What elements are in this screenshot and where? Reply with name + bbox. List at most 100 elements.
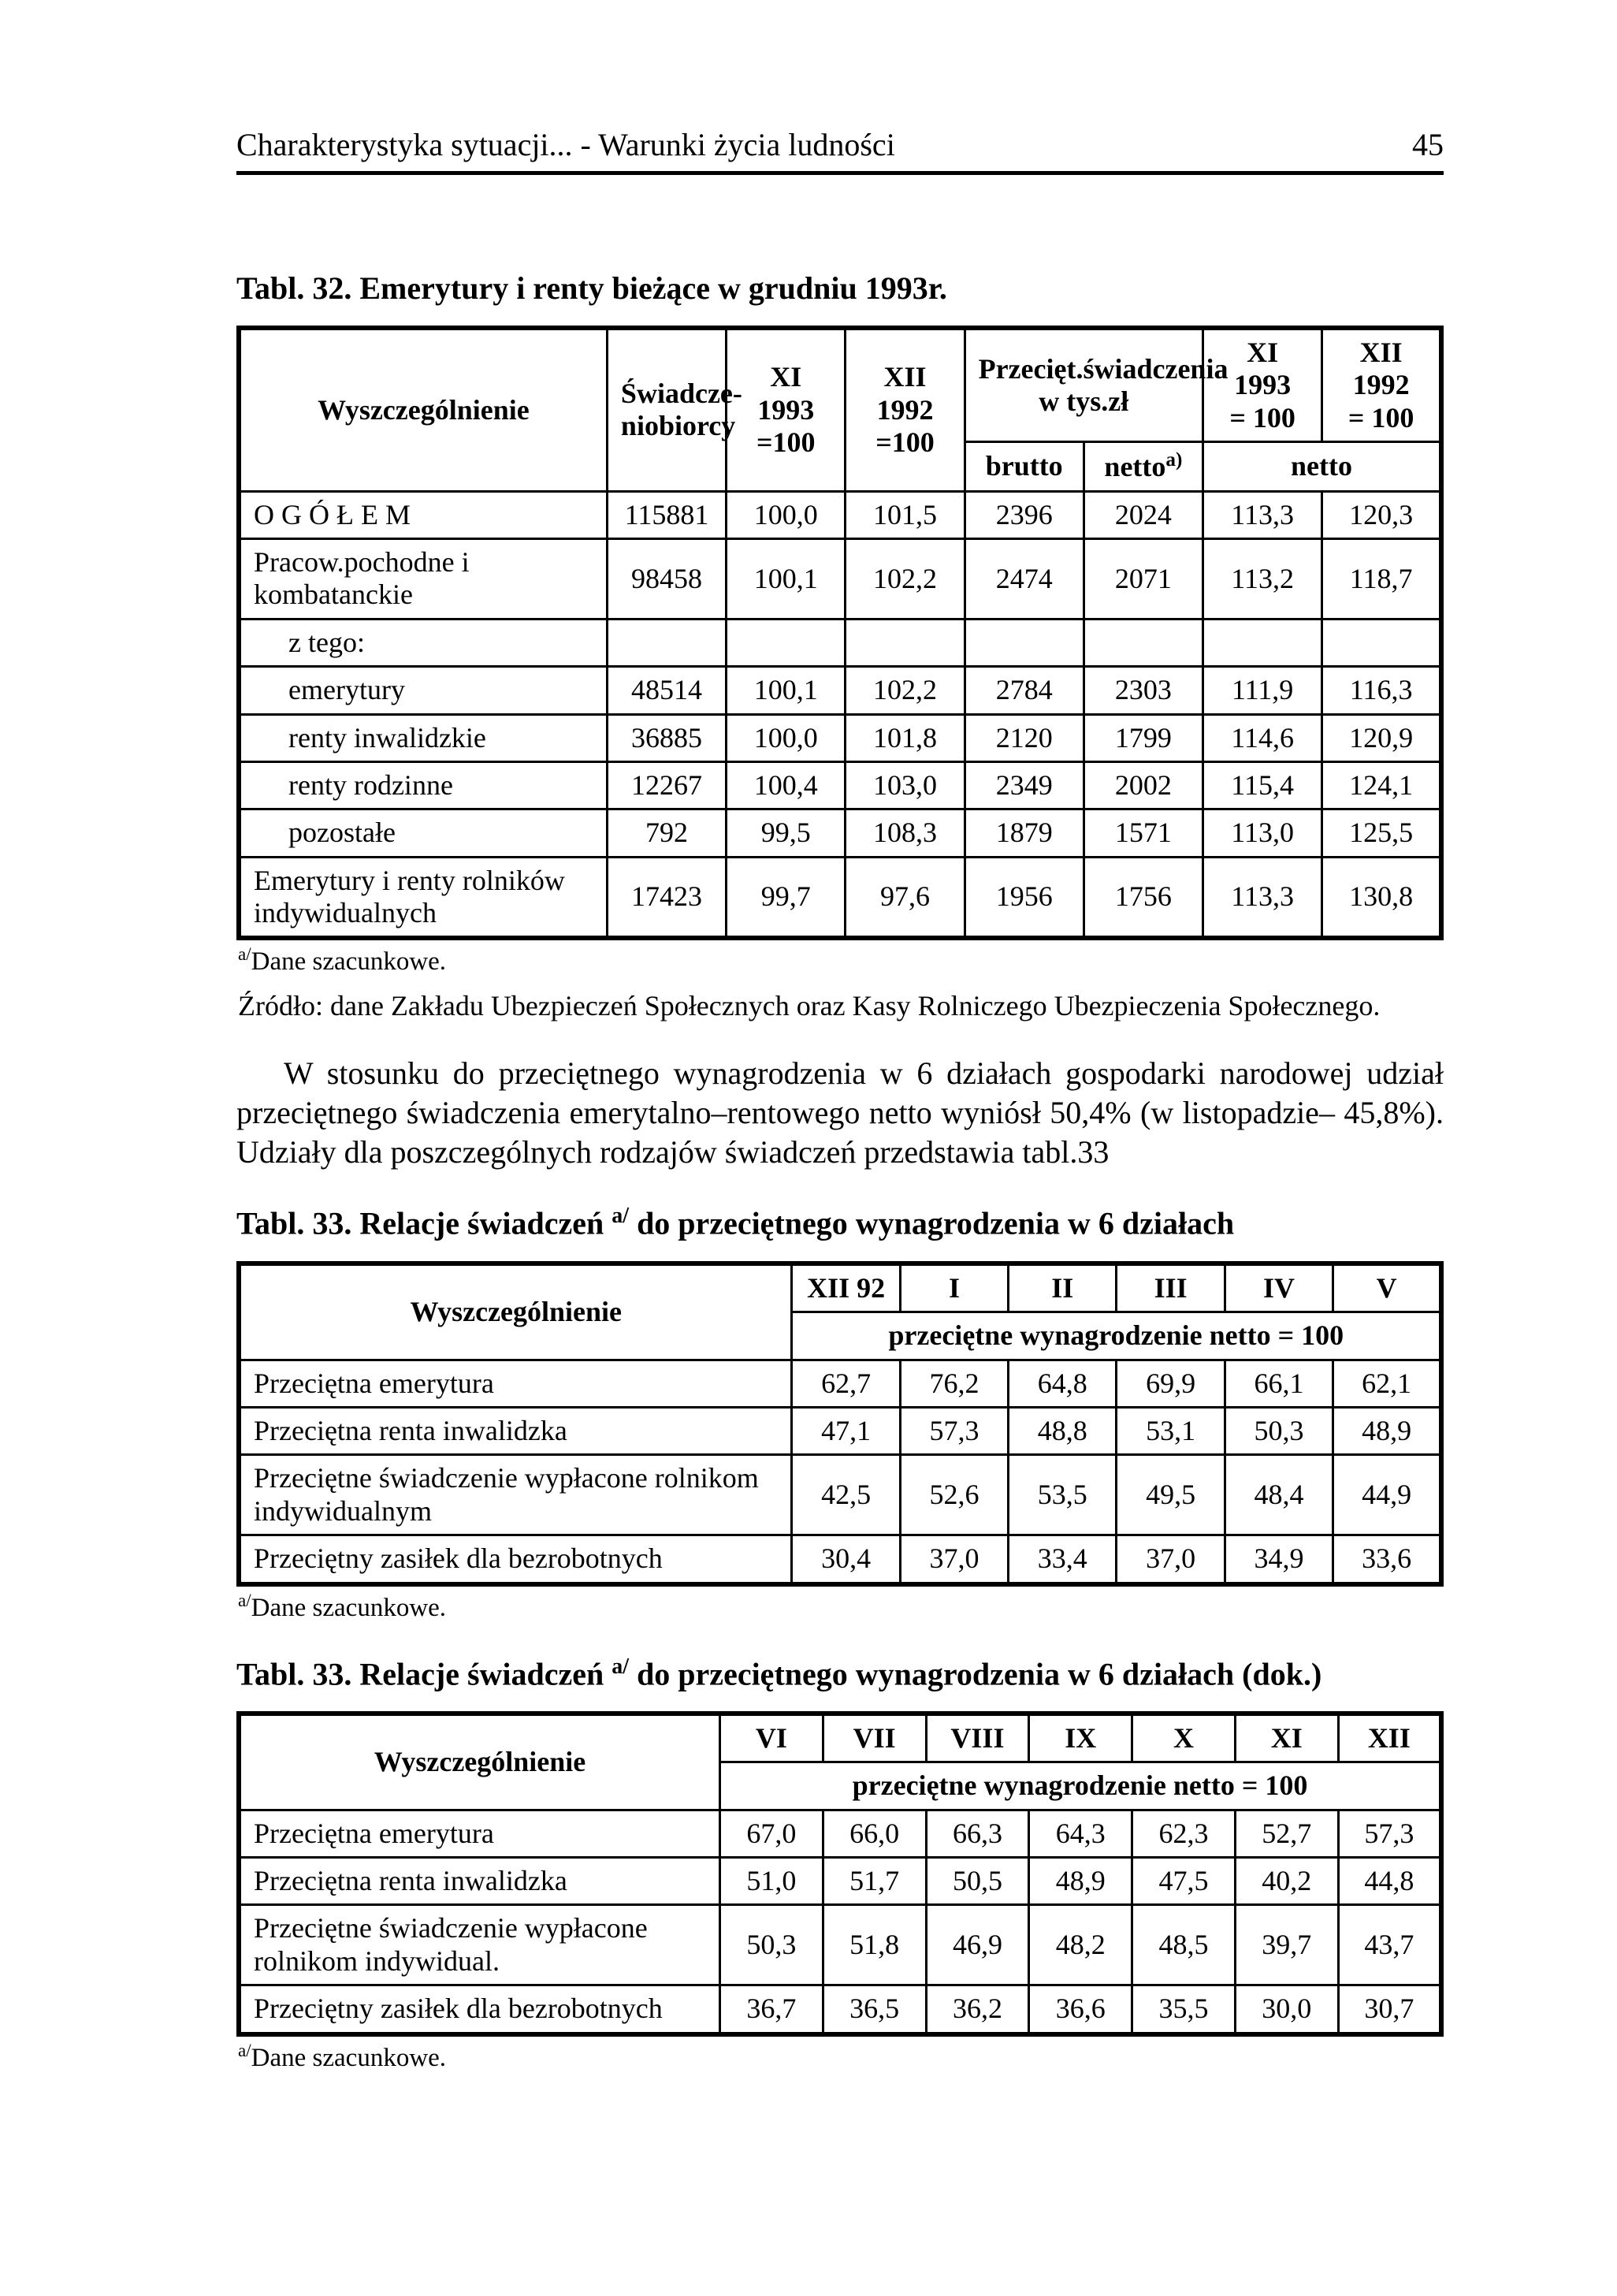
t32-h-xi93: XI 1993 =100 xyxy=(727,328,846,491)
table-row: O G Ó Ł E M115881100,0101,523962024113,3… xyxy=(239,491,1441,538)
cell: 76,2 xyxy=(900,1360,1008,1407)
row-label: Przeciętny zasiłek dla bezrobotnych xyxy=(239,1535,792,1584)
t33a-subhead: przeciętne wynagrodzenie netto = 100 xyxy=(792,1312,1441,1360)
cell: 33,4 xyxy=(1009,1535,1117,1584)
table32-source: Źródło: dane Zakładu Ubezpieczeń Społecz… xyxy=(238,989,1444,1022)
cell: 115881 xyxy=(607,491,726,538)
row-label: Emerytury i renty rolników indywidualnyc… xyxy=(239,857,607,938)
cell: 34,9 xyxy=(1225,1535,1333,1584)
t33a-h-m3: III xyxy=(1117,1263,1225,1312)
cell: 17423 xyxy=(607,857,726,938)
table32-caption: Tabl. 32. Emerytury i renty bieżące w gr… xyxy=(236,270,1444,307)
table-row: Przeciętna emerytura62,776,264,869,966,1… xyxy=(239,1360,1441,1407)
cell: 51,8 xyxy=(823,1905,926,1985)
cell: 111,9 xyxy=(1203,667,1322,714)
cell: 118,7 xyxy=(1322,538,1441,619)
cell: 113,3 xyxy=(1203,857,1322,938)
cell: 37,0 xyxy=(900,1535,1008,1584)
cell: 2303 xyxy=(1084,667,1203,714)
t33b-h-m6: XII xyxy=(1338,1714,1441,1762)
cell: 66,0 xyxy=(823,1810,926,1857)
cell: 130,8 xyxy=(1322,857,1441,938)
t33a-h-m5: V xyxy=(1333,1263,1441,1312)
table-row: pozostałe79299,5108,318791571113,0125,5 xyxy=(239,809,1441,857)
table-row: Przeciętne świadczenie wypłacone rolniko… xyxy=(239,1455,1441,1535)
t33a-h-m2: II xyxy=(1009,1263,1117,1312)
t33a-h-m0: XII 92 xyxy=(792,1263,900,1312)
cell: 40,2 xyxy=(1235,1858,1338,1905)
cell: 42,5 xyxy=(792,1455,900,1535)
t32-h-netto2: netto xyxy=(1203,442,1441,491)
cell: 43,7 xyxy=(1338,1905,1441,1985)
cell: 36,7 xyxy=(719,1985,823,2034)
cell: 44,8 xyxy=(1338,1858,1441,1905)
cell: 46,9 xyxy=(926,1905,1029,1985)
cell: 114,6 xyxy=(1203,714,1322,761)
cell: 102,2 xyxy=(846,667,965,714)
cell: 100,0 xyxy=(727,491,846,538)
cell: 52,7 xyxy=(1235,1810,1338,1857)
cell: 67,0 xyxy=(719,1810,823,1857)
cell xyxy=(1322,619,1441,666)
cell: 48,5 xyxy=(1132,1905,1236,1985)
cell: 1756 xyxy=(1084,857,1203,938)
cell: 49,5 xyxy=(1117,1455,1225,1535)
cell: 2784 xyxy=(965,667,1084,714)
cell: 52,6 xyxy=(900,1455,1008,1535)
cell: 44,9 xyxy=(1333,1455,1441,1535)
t32-h-przeciet: Przecięt.świadczenia w tys.zł xyxy=(965,328,1203,442)
t32-h-wyszcz: Wyszczególnienie xyxy=(239,328,607,491)
cell: 1799 xyxy=(1084,714,1203,761)
cell: 792 xyxy=(607,809,726,857)
cell: 120,9 xyxy=(1322,714,1441,761)
cell: 100,1 xyxy=(727,667,846,714)
cell: 100,1 xyxy=(727,538,846,619)
paragraph-1: W stosunku do przeciętnego wynagrodzenia… xyxy=(236,1054,1444,1172)
table32-head: Wyszczególnienie Świadcze- niobiorcy XI … xyxy=(239,328,1441,491)
table-row: Przeciętny zasiłek dla bezrobotnych30,43… xyxy=(239,1535,1441,1584)
t33b-h-m0: VI xyxy=(719,1714,823,1762)
row-label: O G Ó Ł E M xyxy=(239,491,607,538)
cell: 101,5 xyxy=(846,491,965,538)
row-label: Pracow.pochodne i kombatanckie xyxy=(239,538,607,619)
cell xyxy=(727,619,846,666)
t32-h-brutto: brutto xyxy=(965,442,1084,491)
cell: 51,0 xyxy=(719,1858,823,1905)
table33a-footnote: a/Dane szacunkowe. xyxy=(238,1590,1444,1623)
cell: 100,4 xyxy=(727,761,846,809)
row-label: Przeciętna renta inwalidzka xyxy=(239,1858,719,1905)
cell: 36,2 xyxy=(926,1985,1029,2034)
cell: 116,3 xyxy=(1322,667,1441,714)
cell: 103,0 xyxy=(846,761,965,809)
table33a: Wyszczególnienie XII 92 I II III IV V pr… xyxy=(236,1261,1444,1587)
row-label: emerytury xyxy=(239,667,607,714)
running-head: Charakterystyka sytuacji... - Warunki ży… xyxy=(236,126,1444,175)
cell: 53,5 xyxy=(1009,1455,1117,1535)
cell: 62,3 xyxy=(1132,1810,1236,1857)
cell: 39,7 xyxy=(1235,1905,1338,1985)
t32-h-xi93-100: XI 1993 = 100 xyxy=(1203,328,1322,442)
cell: 64,8 xyxy=(1009,1360,1117,1407)
cell: 30,7 xyxy=(1338,1985,1441,2034)
table32-body: O G Ó Ł E M115881100,0101,523962024113,3… xyxy=(239,491,1441,938)
row-label: Przeciętne świadczenie wypłacone rolniko… xyxy=(239,1905,719,1985)
cell: 36,6 xyxy=(1029,1985,1132,2034)
table-row: emerytury48514100,1102,227842303111,9116… xyxy=(239,667,1441,714)
cell: 2002 xyxy=(1084,761,1203,809)
table33b-head: Wyszczególnienie VI VII VIII IX X XI XII… xyxy=(239,1714,1441,1810)
cell: 62,7 xyxy=(792,1360,900,1407)
row-label: Przeciętna renta inwalidzka xyxy=(239,1407,792,1454)
table-row: renty rodzinne12267100,4103,023492002115… xyxy=(239,761,1441,809)
cell xyxy=(607,619,726,666)
t33b-h-m4: X xyxy=(1132,1714,1236,1762)
t32-h-netto: nettoa) xyxy=(1084,442,1203,491)
cell: 113,2 xyxy=(1203,538,1322,619)
cell: 33,6 xyxy=(1333,1535,1441,1584)
table33a-caption: Tabl. 33. Relacje świadczeń a/ do przeci… xyxy=(236,1204,1444,1241)
cell: 50,3 xyxy=(1225,1407,1333,1454)
cell: 102,2 xyxy=(846,538,965,619)
cell: 2349 xyxy=(965,761,1084,809)
cell: 2024 xyxy=(1084,491,1203,538)
t32-h-xii92: XII 1992 =100 xyxy=(846,328,965,491)
cell: 69,9 xyxy=(1117,1360,1225,1407)
